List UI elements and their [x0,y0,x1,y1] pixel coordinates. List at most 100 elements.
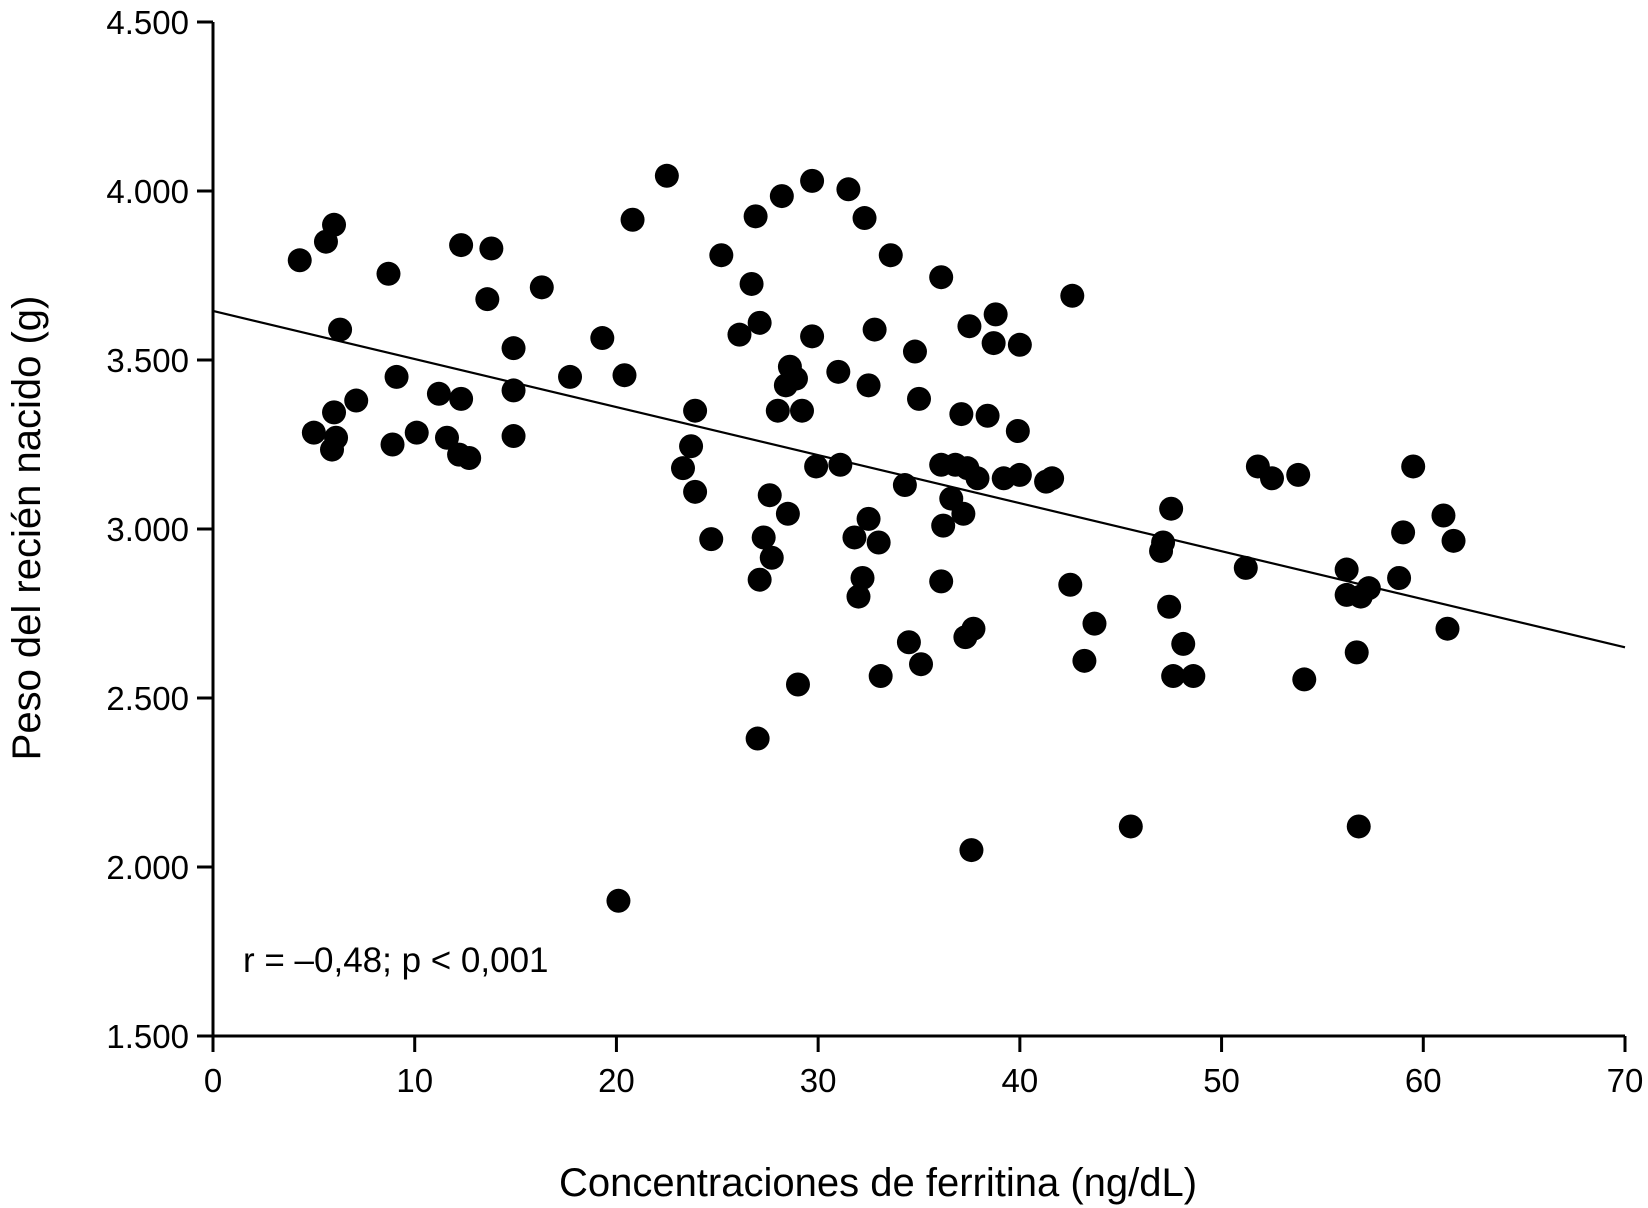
x-tick-label: 0 [204,1062,222,1099]
data-point [1286,462,1311,487]
data-point [727,322,752,347]
data-point [862,317,887,342]
data-point [790,398,815,423]
data-point [479,236,504,261]
data-point [1346,814,1371,839]
y-tick-label: 2.000 [106,849,189,886]
data-point [983,302,1008,327]
data-point [1391,520,1416,545]
data-point [878,243,903,268]
data-point [747,310,772,335]
data-point [558,364,583,389]
data-point [783,366,808,391]
data-point [981,331,1006,356]
data-point [328,317,353,342]
data-point [654,163,679,188]
data-point [1356,576,1381,601]
y-tick-label: 3.000 [106,511,189,548]
data-point [759,545,784,570]
data-point [975,403,1000,428]
data-point [449,386,474,411]
data-point [376,261,401,286]
data-point [683,398,708,423]
y-tick-label: 4.000 [106,173,189,210]
data-point [800,168,825,193]
data-point [949,402,974,427]
data-point [743,204,768,229]
data-point [1441,528,1466,553]
data-point [1072,648,1097,673]
x-tick-label: 10 [396,1062,433,1099]
data-point [301,420,326,445]
y-tick-label: 1.500 [106,1018,189,1055]
data-point [287,248,312,273]
data-point [699,527,724,552]
data-point [961,616,986,641]
data-point [320,437,345,462]
data-point [852,206,877,231]
data-point [1334,557,1359,582]
data-point [1157,594,1182,619]
data-point [475,287,500,312]
data-point [739,271,764,296]
data-point [679,434,704,459]
data-point [929,265,954,290]
data-point [322,400,347,425]
data-point [1401,454,1426,479]
data-point [757,483,782,508]
data-point [1159,496,1184,521]
data-point [856,373,881,398]
data-point [1007,462,1032,487]
data-point [1233,555,1258,580]
data-point [1007,332,1032,357]
data-point [620,207,645,232]
data-point [951,501,976,526]
data-point [959,838,984,863]
y-tick-label: 3.500 [106,342,189,379]
data-point [501,336,526,361]
data-point [929,569,954,594]
y-axis-title: Peso del recién nacido (g) [5,296,49,761]
data-point [828,452,853,477]
regression-line [212,309,1626,649]
data-point [380,432,405,457]
x-tick-label: 20 [598,1062,635,1099]
data-point [426,381,451,406]
data-point [931,513,956,538]
x-tick-label: 30 [800,1062,837,1099]
data-point [765,398,790,423]
data-point [606,888,631,913]
data-point [344,388,369,413]
data-point [868,664,893,689]
data-point [907,386,931,411]
data-point [965,466,990,491]
data-point [1171,631,1196,656]
data-point [1344,640,1369,665]
data-point [826,359,851,384]
y-tick-label: 2.500 [106,680,189,717]
data-point [501,378,526,403]
data-point [1435,616,1460,641]
data-point [846,584,871,609]
data-point [1040,466,1065,491]
data-points [287,163,1466,913]
data-point [909,652,934,677]
data-point [751,525,776,550]
data-point [1058,572,1083,597]
data-point [322,212,347,237]
data-point [866,530,891,555]
data-point [745,726,770,751]
data-point [1161,664,1186,689]
data-point [785,672,810,697]
data-point [434,425,459,450]
data-point [457,446,482,471]
data-point [836,177,861,202]
x-axis-ticks: 0 10 20 30 40 50 60 70 [204,1036,1643,1099]
x-tick-label: 60 [1405,1062,1442,1099]
data-point [902,339,927,364]
data-point [1387,566,1412,591]
data-point [850,566,875,591]
data-point [670,456,695,481]
data-point [683,479,708,504]
